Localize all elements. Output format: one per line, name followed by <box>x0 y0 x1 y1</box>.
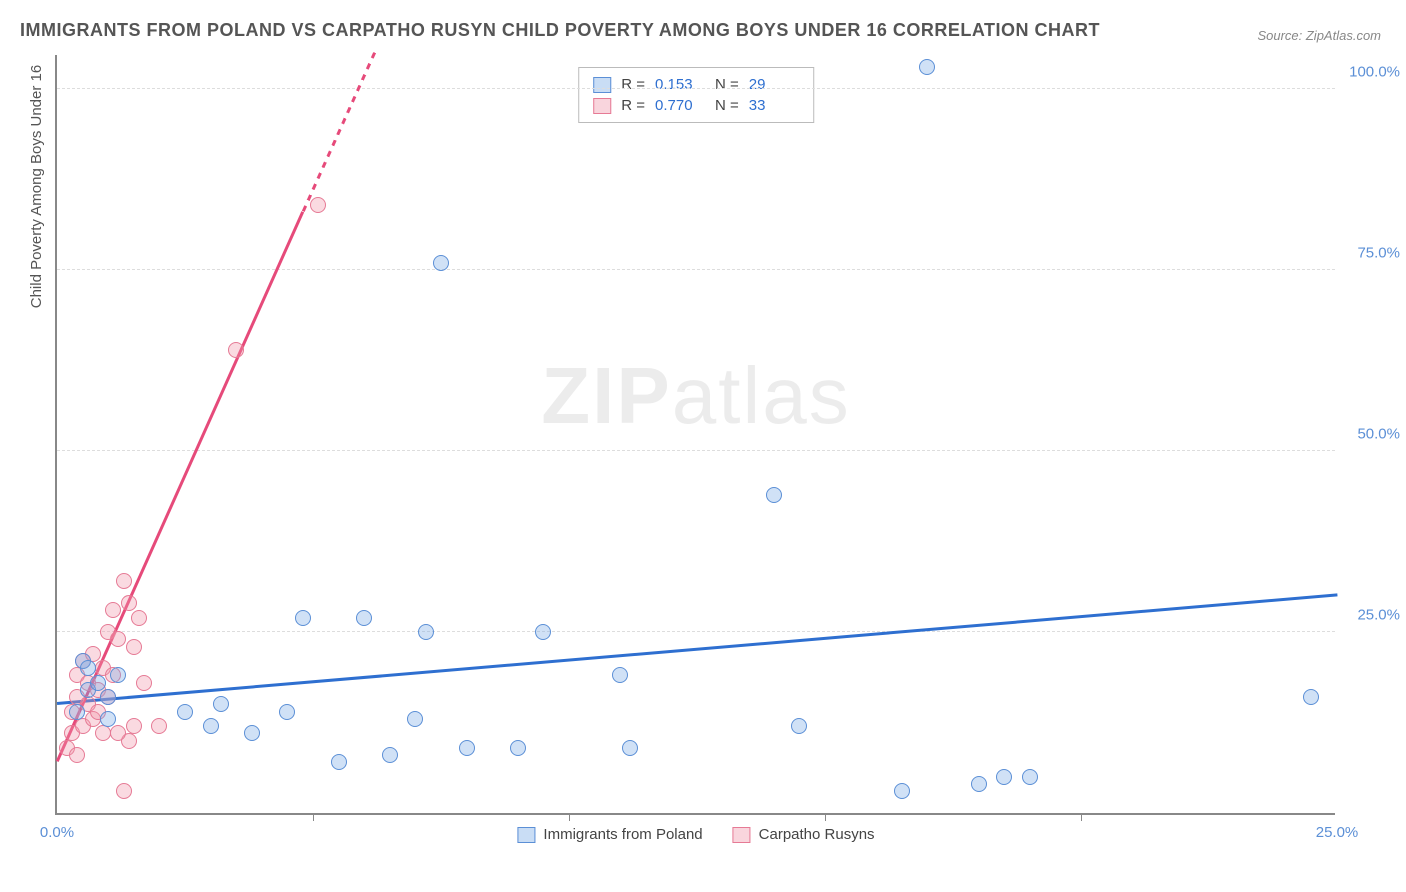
source-label: Source: ZipAtlas.com <box>1257 28 1381 43</box>
n-value-blue: 29 <box>749 76 799 93</box>
data-point <box>996 769 1012 785</box>
data-point <box>110 631 126 647</box>
trend-line <box>302 51 376 211</box>
n-label: N = <box>715 76 739 93</box>
data-point <box>433 255 449 271</box>
y-tick-label: 25.0% <box>1357 607 1400 624</box>
data-point <box>971 776 987 792</box>
data-point <box>1303 689 1319 705</box>
x-tick-mark <box>313 813 314 821</box>
data-point <box>766 487 782 503</box>
correlation-legend: R = 0.153 N = 29 R = 0.770 N = 33 <box>578 67 814 123</box>
data-point <box>213 696 229 712</box>
y-axis-title: Child Poverty Among Boys Under 16 <box>28 65 45 308</box>
data-point <box>459 740 475 756</box>
x-tick-mark <box>569 813 570 821</box>
n-label: N = <box>715 97 739 114</box>
gridline <box>57 269 1335 270</box>
x-tick-label: 0.0% <box>40 824 74 841</box>
plot-area: ZIPatlas R = 0.153 N = 29 R = 0.770 N = … <box>55 55 1335 815</box>
watermark-light: atlas <box>672 351 851 440</box>
data-point <box>622 740 638 756</box>
legend-row-blue: R = 0.153 N = 29 <box>593 74 799 95</box>
data-point <box>151 718 167 734</box>
data-point <box>110 667 126 683</box>
data-point <box>331 754 347 770</box>
data-point <box>110 725 126 741</box>
data-point <box>407 711 423 727</box>
data-point <box>116 783 132 799</box>
data-point <box>203 718 219 734</box>
data-point <box>244 725 260 741</box>
data-point <box>510 740 526 756</box>
trend-line <box>57 593 1337 704</box>
data-point <box>105 602 121 618</box>
data-point <box>177 704 193 720</box>
n-value-pink: 33 <box>749 97 799 114</box>
data-point <box>100 711 116 727</box>
data-point <box>356 610 372 626</box>
data-point <box>791 718 807 734</box>
y-tick-label: 50.0% <box>1357 426 1400 443</box>
data-point <box>100 689 116 705</box>
data-point <box>131 610 147 626</box>
gridline <box>57 88 1335 89</box>
x-tick-label: 25.0% <box>1316 824 1359 841</box>
data-point <box>90 675 106 691</box>
gridline <box>57 631 1335 632</box>
legend-item-blue: Immigrants from Poland <box>517 826 702 843</box>
data-point <box>136 675 152 691</box>
data-point <box>894 783 910 799</box>
x-tick-mark <box>1081 813 1082 821</box>
data-point <box>126 718 142 734</box>
chart-title: IMMIGRANTS FROM POLAND VS CARPATHO RUSYN… <box>20 20 1100 41</box>
data-point <box>310 197 326 213</box>
swatch-pink-icon <box>593 98 611 114</box>
swatch-blue-icon <box>593 77 611 93</box>
data-point <box>126 639 142 655</box>
r-label: R = <box>621 97 645 114</box>
r-value-blue: 0.153 <box>655 76 705 93</box>
y-tick-label: 100.0% <box>1349 64 1400 81</box>
data-point <box>279 704 295 720</box>
data-point <box>121 595 137 611</box>
gridline <box>57 450 1335 451</box>
legend-item-pink: Carpatho Rusyns <box>733 826 875 843</box>
x-tick-mark <box>825 813 826 821</box>
data-point <box>612 667 628 683</box>
r-value-pink: 0.770 <box>655 97 705 114</box>
data-point <box>116 573 132 589</box>
legend-label-pink: Carpatho Rusyns <box>759 826 875 843</box>
data-point <box>228 342 244 358</box>
legend-label-blue: Immigrants from Poland <box>543 826 702 843</box>
data-point <box>1022 769 1038 785</box>
swatch-pink-icon <box>733 827 751 843</box>
data-point <box>80 660 96 676</box>
watermark-bold: ZIP <box>541 351 671 440</box>
swatch-blue-icon <box>517 827 535 843</box>
data-point <box>69 704 85 720</box>
series-legend: Immigrants from Poland Carpatho Rusyns <box>517 826 874 843</box>
watermark: ZIPatlas <box>541 350 850 442</box>
data-point <box>69 747 85 763</box>
data-point <box>418 624 434 640</box>
data-point <box>919 59 935 75</box>
r-label: R = <box>621 76 645 93</box>
data-point <box>382 747 398 763</box>
legend-row-pink: R = 0.770 N = 33 <box>593 95 799 116</box>
y-tick-label: 75.0% <box>1357 245 1400 262</box>
data-point <box>535 624 551 640</box>
data-point <box>295 610 311 626</box>
data-point <box>95 725 111 741</box>
